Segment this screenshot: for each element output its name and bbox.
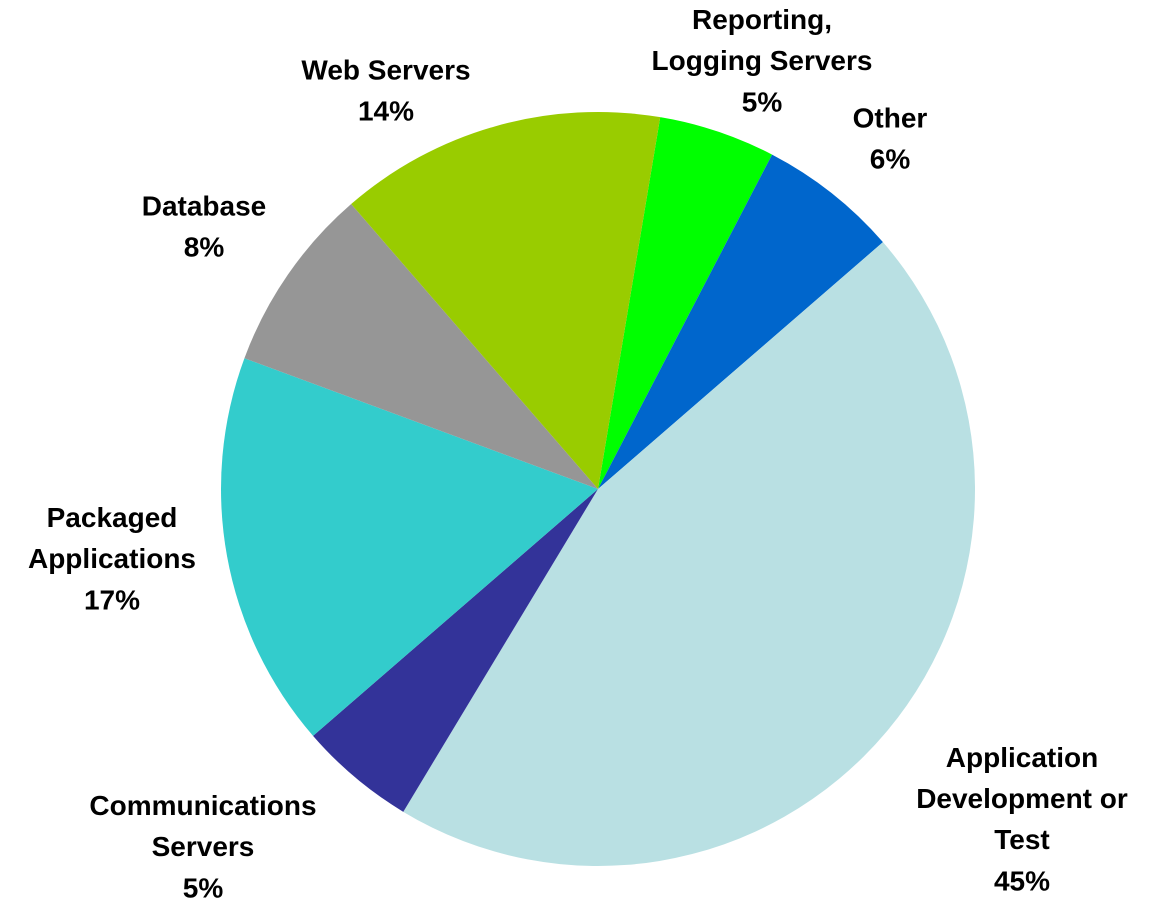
slice-label: Packaged Applications <box>28 502 196 574</box>
pie-slice <box>244 204 598 489</box>
slice-value-label: 8% <box>184 231 225 262</box>
pie-slice <box>598 117 773 490</box>
pie-slice <box>598 154 883 489</box>
slice-value-label: 14% <box>358 95 414 126</box>
pie-slice <box>351 111 661 489</box>
slice-label: Communications Servers <box>89 790 316 862</box>
slice-value-label: 6% <box>870 143 911 174</box>
slice-label: Other <box>853 102 928 133</box>
slice-label: Application Development or Test <box>916 742 1128 855</box>
slice-label: Database <box>142 190 267 221</box>
slice-label: Web Servers <box>301 54 470 85</box>
slice-label: Reporting, Logging Servers <box>652 4 873 76</box>
slice-value-label: 5% <box>183 872 224 903</box>
slice-value-label: 17% <box>84 584 140 615</box>
pie-slice <box>313 489 598 812</box>
slice-value-label: 5% <box>742 86 783 117</box>
slice-value-label: 45% <box>994 865 1050 896</box>
pie-slice <box>403 242 975 866</box>
pie-slice <box>221 358 599 736</box>
